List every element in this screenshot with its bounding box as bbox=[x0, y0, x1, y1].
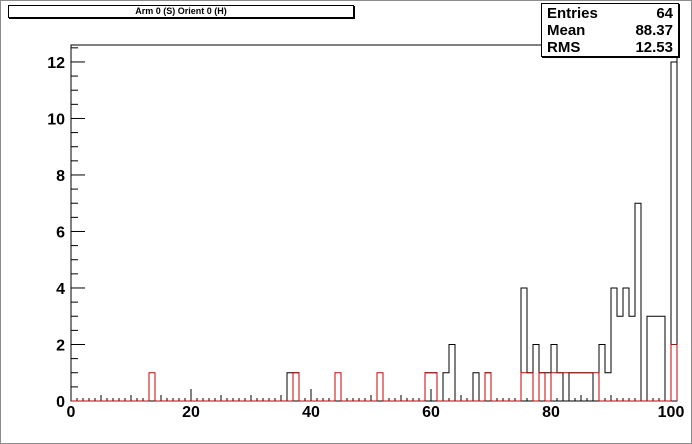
plot-title: Arm 0 (S) Orient 0 (H) bbox=[8, 5, 354, 18]
histogram-bin bbox=[671, 344, 677, 401]
histogram-bin bbox=[449, 344, 455, 401]
histogram-bin bbox=[539, 373, 545, 401]
histogram-bin bbox=[563, 373, 569, 401]
series-line-0 bbox=[71, 61, 678, 402]
series-line-1 bbox=[71, 343, 678, 402]
y-tick-label: 10 bbox=[47, 111, 65, 128]
histogram-bin bbox=[629, 316, 635, 401]
histogram-bin bbox=[653, 316, 659, 401]
y-tick-label: 2 bbox=[56, 337, 65, 354]
histogram-bin bbox=[611, 288, 617, 401]
histogram-bin bbox=[293, 373, 299, 401]
histogram-bin bbox=[599, 344, 605, 401]
histogram-bin bbox=[587, 373, 593, 401]
histogram-bin bbox=[623, 288, 629, 401]
histogram-bin bbox=[605, 373, 611, 401]
histogram-bin bbox=[617, 316, 623, 401]
stats-box: Entries 64 Mean 88.37 RMS 12.53 bbox=[541, 3, 679, 57]
histogram-bin bbox=[287, 373, 293, 401]
stats-value: 64 bbox=[656, 5, 673, 22]
stats-label: Mean bbox=[547, 22, 586, 39]
histogram-bin bbox=[377, 373, 383, 401]
histogram-bin bbox=[659, 316, 665, 401]
histogram-bin bbox=[527, 373, 533, 401]
histogram-bin bbox=[533, 344, 539, 401]
histogram-bin bbox=[539, 373, 545, 401]
y-tick-label: 6 bbox=[56, 224, 65, 241]
histogram-bin bbox=[485, 373, 491, 401]
histogram-bin bbox=[431, 373, 437, 401]
histogram-bin bbox=[545, 373, 551, 401]
stats-label: Entries bbox=[547, 5, 598, 22]
histogram-bin bbox=[575, 373, 581, 401]
histogram-bin bbox=[635, 203, 641, 401]
histogram-bin bbox=[581, 373, 587, 401]
y-tick-label: 8 bbox=[56, 168, 65, 185]
histogram-bin bbox=[527, 373, 533, 401]
histogram-bin bbox=[521, 288, 527, 401]
histogram-bin bbox=[149, 373, 155, 401]
stats-row-mean: Mean 88.37 bbox=[547, 22, 673, 39]
histogram-bin bbox=[425, 373, 431, 401]
histogram-bin bbox=[521, 373, 527, 401]
y-tick-label: 0 bbox=[56, 394, 65, 411]
y-tick-label: 12 bbox=[47, 55, 65, 72]
histogram-bin bbox=[557, 373, 563, 401]
histogram-bin bbox=[593, 373, 599, 401]
histogram-bin bbox=[335, 373, 341, 401]
x-tick-label: 100 bbox=[658, 404, 685, 421]
stats-label: RMS bbox=[547, 39, 581, 56]
histogram-bin bbox=[443, 373, 449, 401]
histogram-bin bbox=[557, 373, 563, 401]
histogram-bin bbox=[671, 62, 677, 401]
plot-frame bbox=[70, 44, 678, 402]
x-tick-label: 60 bbox=[422, 404, 440, 421]
y-tick-label: 4 bbox=[56, 281, 65, 298]
histogram-bin bbox=[575, 373, 581, 401]
histogram-bin bbox=[569, 373, 575, 401]
stats-value: 12.53 bbox=[635, 39, 673, 56]
histogram-bin bbox=[581, 373, 587, 401]
histogram-bin bbox=[587, 373, 593, 401]
histogram-bin bbox=[293, 373, 299, 401]
histogram-series bbox=[71, 61, 678, 402]
histogram-bin bbox=[473, 373, 479, 401]
histogram-bin bbox=[569, 373, 575, 401]
x-tick-label: 0 bbox=[67, 404, 76, 421]
stats-row-entries: Entries 64 bbox=[547, 5, 673, 22]
x-tick-label: 40 bbox=[302, 404, 320, 421]
x-tick-label: 80 bbox=[542, 404, 560, 421]
histogram-bin bbox=[647, 316, 653, 401]
histogram-bin bbox=[425, 373, 431, 401]
y-axis: 0 2 4 6 8 10 12 bbox=[47, 47, 85, 411]
histogram-bin bbox=[551, 373, 557, 401]
histogram-bin bbox=[485, 373, 491, 401]
x-tick-label: 20 bbox=[182, 404, 200, 421]
stats-row-rms: RMS 12.53 bbox=[547, 39, 673, 56]
histogram-bin bbox=[431, 373, 437, 401]
x-axis: 0 20 40 60 80 100 bbox=[67, 389, 685, 421]
stats-value: 88.37 bbox=[635, 22, 673, 39]
